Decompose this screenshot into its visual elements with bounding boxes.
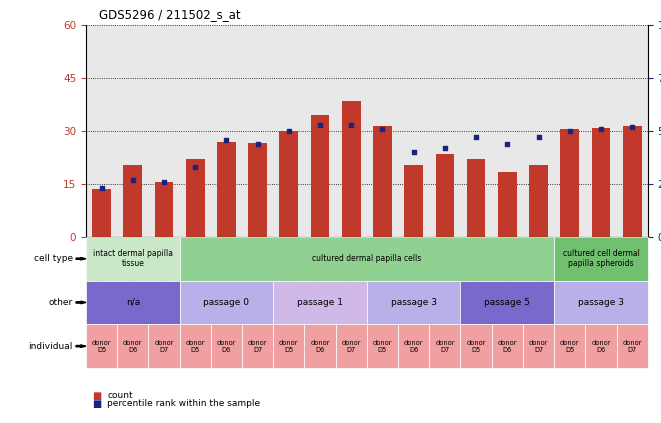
Text: GDS5296 / 211502_s_at: GDS5296 / 211502_s_at (99, 8, 241, 21)
Bar (148, 324, 180, 368)
Bar (342, 101, 361, 237)
Text: donor
D6: donor D6 (498, 340, 517, 353)
Text: donor
D6: donor D6 (310, 340, 330, 353)
Text: count: count (107, 391, 133, 400)
Text: donor
D7: donor D7 (154, 340, 174, 353)
Text: donor
D6: donor D6 (123, 340, 143, 353)
Bar (180, 324, 211, 368)
Text: percentile rank within the sample: percentile rank within the sample (107, 399, 260, 409)
Point (284, 128, 294, 135)
Point (315, 121, 325, 128)
Point (128, 176, 138, 183)
Bar (623, 126, 642, 237)
Text: donor
D5: donor D5 (373, 340, 392, 353)
Text: donor
D7: donor D7 (623, 340, 642, 353)
Bar (249, 143, 267, 237)
Bar (311, 115, 329, 237)
Point (471, 134, 481, 141)
Point (596, 126, 606, 132)
Text: cell type: cell type (34, 254, 73, 263)
Bar (336, 324, 367, 368)
Bar (217, 142, 236, 237)
Text: cultured cell dermal
papilla spheroids: cultured cell dermal papilla spheroids (563, 249, 639, 269)
Text: cultured dermal papilla cells: cultured dermal papilla cells (312, 254, 422, 263)
Text: passage 5: passage 5 (485, 298, 530, 307)
Text: donor
D6: donor D6 (591, 340, 611, 353)
Bar (180, 280, 273, 324)
Bar (305, 324, 336, 368)
Point (564, 128, 575, 135)
Bar (523, 324, 554, 368)
Text: other: other (48, 298, 73, 307)
Bar (186, 159, 204, 237)
Bar (592, 128, 610, 237)
Bar (367, 280, 461, 324)
Text: donor
D7: donor D7 (248, 340, 267, 353)
Bar (617, 324, 648, 368)
Bar (86, 280, 180, 324)
Bar (367, 324, 398, 368)
Bar (273, 324, 305, 368)
Bar (586, 324, 617, 368)
Bar (467, 159, 485, 237)
Point (440, 145, 450, 151)
Text: ■: ■ (93, 390, 102, 401)
Point (533, 134, 544, 141)
Text: passage 3: passage 3 (578, 298, 624, 307)
Text: ■: ■ (93, 399, 102, 409)
Bar (211, 324, 242, 368)
Text: donor
D7: donor D7 (342, 340, 361, 353)
Bar (561, 129, 579, 237)
Text: passage 0: passage 0 (204, 298, 249, 307)
Bar (92, 190, 111, 237)
Bar (242, 324, 273, 368)
Point (377, 126, 388, 132)
Bar (498, 172, 517, 237)
Text: donor
D5: donor D5 (279, 340, 299, 353)
Text: donor
D5: donor D5 (467, 340, 486, 353)
Point (97, 185, 107, 192)
Text: donor
D5: donor D5 (186, 340, 205, 353)
Text: individual: individual (28, 342, 73, 351)
Text: passage 1: passage 1 (297, 298, 343, 307)
Bar (554, 237, 648, 280)
Bar (86, 324, 117, 368)
Point (627, 124, 637, 130)
Bar (529, 165, 548, 237)
Text: donor
D6: donor D6 (217, 340, 236, 353)
Bar (117, 324, 148, 368)
Point (221, 136, 231, 143)
Bar (273, 280, 367, 324)
Text: n/a: n/a (126, 298, 140, 307)
Bar (124, 165, 142, 237)
Bar (373, 126, 392, 237)
Bar (429, 324, 461, 368)
Bar (492, 324, 523, 368)
Point (346, 121, 356, 128)
Bar (436, 154, 454, 237)
Bar (461, 280, 554, 324)
Point (502, 140, 512, 147)
Bar (398, 324, 429, 368)
Bar (155, 182, 173, 237)
Bar (405, 165, 423, 237)
Text: donor
D6: donor D6 (404, 340, 424, 353)
Text: passage 3: passage 3 (391, 298, 437, 307)
Bar (280, 131, 298, 237)
Text: donor
D5: donor D5 (560, 340, 580, 353)
Point (253, 140, 263, 147)
Bar (86, 237, 180, 280)
Text: donor
D7: donor D7 (435, 340, 455, 353)
Bar (554, 280, 648, 324)
Text: donor
D7: donor D7 (529, 340, 548, 353)
Text: donor
D5: donor D5 (92, 340, 111, 353)
Text: intact dermal papilla
tissue: intact dermal papilla tissue (93, 249, 173, 269)
Point (159, 179, 169, 185)
Bar (554, 324, 586, 368)
Point (408, 149, 419, 156)
Point (190, 164, 200, 170)
Bar (180, 237, 554, 280)
Bar (461, 324, 492, 368)
